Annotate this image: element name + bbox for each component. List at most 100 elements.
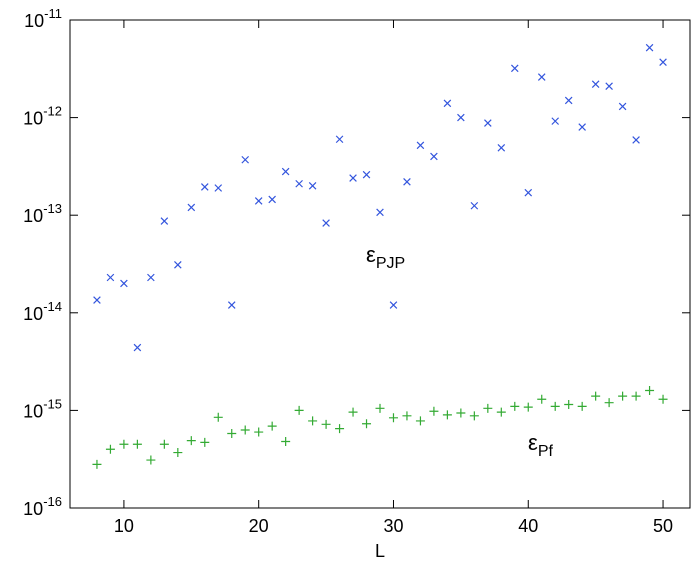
point	[349, 174, 357, 182]
point	[645, 385, 655, 395]
y-tick-base: 10	[23, 109, 43, 129]
point	[497, 144, 506, 152]
y-tick-power: -16	[43, 494, 62, 509]
point	[132, 439, 142, 449]
point	[308, 416, 318, 426]
point	[348, 407, 358, 417]
annotation-subscript: Pf	[538, 443, 554, 460]
point	[146, 455, 156, 465]
point	[92, 459, 102, 469]
annotation: εPJP	[366, 242, 405, 272]
point	[227, 428, 237, 438]
point	[483, 403, 493, 413]
point	[416, 141, 425, 150]
point	[645, 43, 654, 52]
x-tick-label: 30	[383, 516, 403, 536]
point	[658, 394, 668, 404]
point	[604, 398, 614, 408]
point	[254, 197, 263, 205]
point	[470, 201, 479, 210]
point	[295, 179, 303, 188]
point	[550, 401, 560, 411]
point	[174, 261, 182, 269]
point	[457, 113, 465, 122]
y-tick-power: -11	[44, 6, 62, 21]
point	[564, 399, 574, 409]
point	[429, 406, 439, 416]
point	[605, 82, 613, 90]
annotation: εPf	[528, 430, 553, 460]
point	[618, 391, 628, 401]
point	[631, 391, 641, 401]
point	[308, 182, 317, 190]
point	[187, 203, 196, 212]
point	[93, 296, 101, 304]
point	[524, 188, 533, 197]
point	[214, 184, 223, 192]
y-tick-base: 10	[23, 206, 43, 226]
x-axis-label: L	[375, 541, 385, 561]
point	[159, 439, 169, 449]
point	[537, 394, 547, 404]
point	[430, 152, 438, 161]
point	[564, 96, 573, 105]
point	[442, 410, 452, 420]
point	[254, 427, 264, 437]
point	[213, 412, 223, 422]
y-tick-label: 10-15	[23, 396, 62, 421]
point	[120, 279, 128, 288]
point	[496, 407, 506, 417]
point	[510, 64, 519, 73]
x-tick-label: 20	[249, 516, 269, 536]
point	[469, 411, 479, 421]
point	[335, 135, 344, 144]
point	[147, 273, 155, 282]
y-tick-power: -13	[43, 201, 62, 216]
point	[591, 80, 600, 88]
y-tick-base: 10	[23, 401, 43, 421]
x-tick-label: 40	[518, 516, 538, 536]
point	[281, 167, 290, 176]
point	[362, 170, 371, 179]
point	[267, 421, 277, 431]
point	[415, 416, 425, 426]
point	[551, 117, 560, 125]
point	[321, 419, 331, 429]
point	[577, 401, 587, 411]
point	[578, 123, 586, 131]
y-tick-power: -12	[43, 104, 62, 119]
y-tick-base: 10	[24, 11, 44, 31]
y-tick-label: 10-11	[24, 6, 62, 31]
point	[388, 413, 398, 423]
point	[659, 58, 667, 66]
point	[484, 119, 492, 127]
point	[456, 408, 466, 418]
plot-frame	[69, 19, 691, 509]
x-tick-label: 50	[653, 516, 673, 536]
point	[523, 402, 533, 412]
point	[241, 155, 250, 164]
point	[618, 102, 627, 111]
point	[200, 183, 209, 191]
point	[402, 411, 412, 421]
point	[403, 177, 411, 186]
y-tick-base: 10	[23, 304, 43, 324]
point	[186, 436, 196, 446]
y-tick-label: 10-16	[23, 494, 62, 519]
point	[376, 208, 384, 217]
point	[443, 99, 452, 108]
point	[160, 217, 169, 225]
point	[375, 403, 385, 413]
annotation-subscript: PJP	[376, 255, 405, 272]
point	[133, 343, 142, 352]
y-tick-base: 10	[23, 499, 43, 519]
point	[106, 273, 115, 282]
y-tick-label: 10-12	[23, 104, 62, 129]
point	[240, 425, 250, 435]
point	[173, 448, 183, 458]
annotation-symbol: ε	[366, 242, 376, 267]
annotation-symbol: ε	[528, 430, 538, 455]
point	[281, 437, 291, 447]
point	[105, 444, 115, 454]
point	[537, 73, 546, 81]
